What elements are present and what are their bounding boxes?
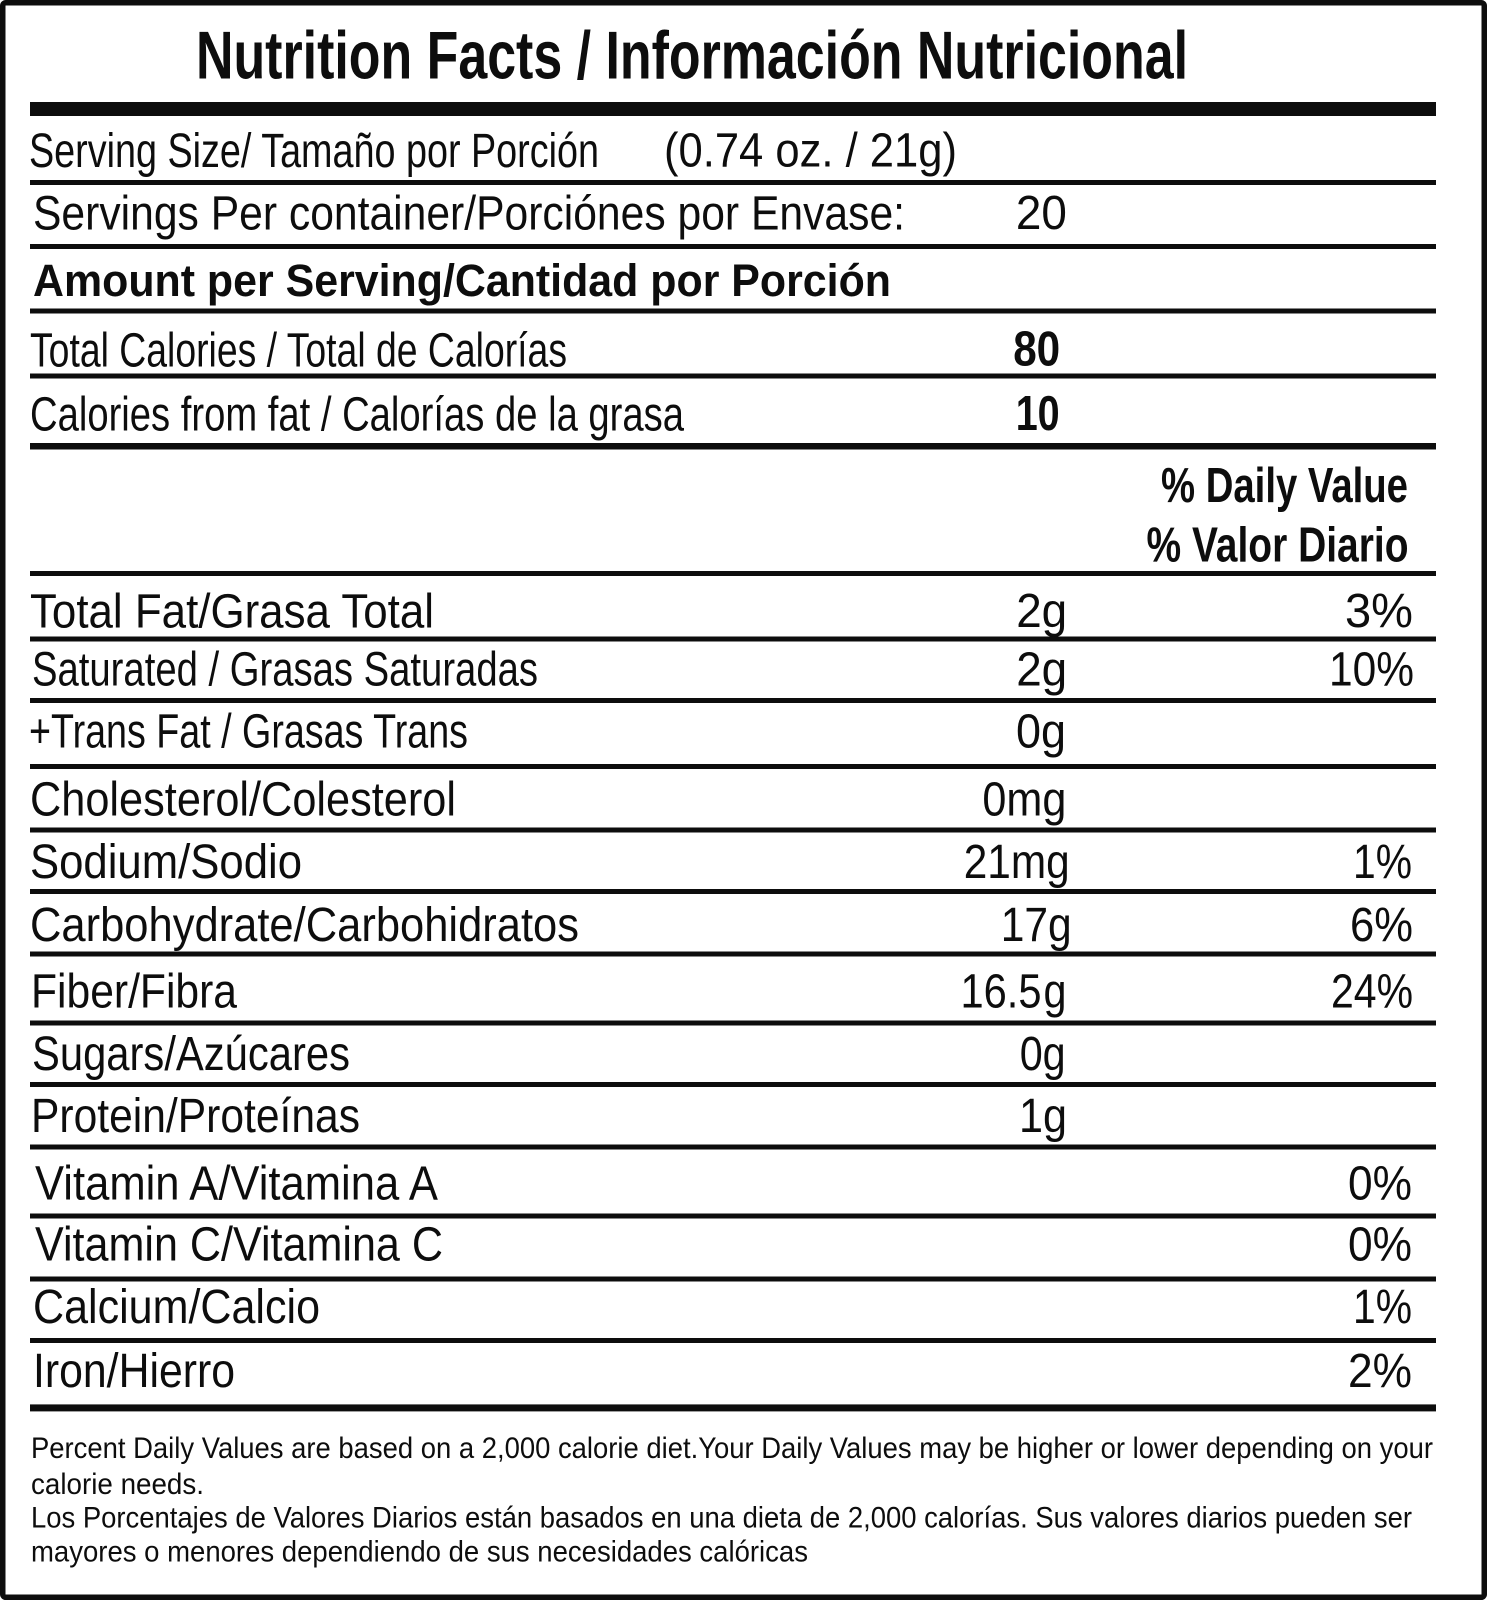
- svg-text:21mg: 21mg: [964, 835, 1070, 889]
- svg-text:Servings Per container/Porción: Servings Per container/Porciónes por Env…: [33, 186, 905, 240]
- svg-text:Vitamin A/Vitamina A: Vitamin A/Vitamina A: [35, 1156, 439, 1210]
- svg-text:Sugars/Azúcares: Sugars/Azúcares: [32, 1027, 350, 1081]
- svg-text:Protein/Proteínas: Protein/Proteínas: [31, 1089, 360, 1143]
- svg-text:10: 10: [1016, 387, 1060, 441]
- svg-text:Total Fat/Grasa Total: Total Fat/Grasa Total: [30, 584, 434, 638]
- svg-text:Calories from fat / Calorías d: Calories from fat / Calorías de la grasa: [30, 387, 684, 441]
- svg-text:Los Porcentajes de Valores Dia: Los Porcentajes de Valores Diarios están…: [31, 1502, 1412, 1535]
- svg-text:Saturated / Grasas Saturadas: Saturated / Grasas Saturadas: [32, 643, 538, 697]
- svg-text:Fiber/Fibra: Fiber/Fibra: [31, 965, 237, 1019]
- svg-text:0%: 0%: [1348, 1218, 1412, 1272]
- svg-text:(0.74 oz. / 21g): (0.74 oz. / 21g): [664, 124, 957, 178]
- svg-text:16.5: 16.5: [961, 965, 1042, 1019]
- svg-text:2g: 2g: [1016, 584, 1067, 638]
- svg-text:3%: 3%: [1345, 584, 1413, 638]
- svg-text:Cholesterol/Colesterol: Cholesterol/Colesterol: [30, 773, 456, 827]
- svg-text:Serving Size/ Tamaño por Porci: Serving Size/ Tamaño por Porción: [29, 124, 599, 178]
- svg-text:Percent Daily Values are based: Percent Daily Values are based on a 2,00…: [31, 1432, 1433, 1465]
- svg-text:% Valor Diario: % Valor Diario: [1147, 519, 1409, 573]
- svg-text:Iron/Hierro: Iron/Hierro: [33, 1344, 235, 1398]
- svg-text:0g: 0g: [1016, 705, 1066, 759]
- svg-text:1%: 1%: [1353, 1280, 1412, 1334]
- svg-text:+Trans Fat / Grasas Trans: +Trans Fat / Grasas Trans: [29, 705, 468, 759]
- svg-text:calorie needs.: calorie needs.: [31, 1468, 204, 1501]
- svg-text:2%: 2%: [1348, 1344, 1412, 1398]
- svg-text:Carbohydrate/Carbohidratos: Carbohydrate/Carbohidratos: [30, 898, 579, 952]
- svg-text:17g: 17g: [1001, 898, 1072, 952]
- svg-text:Amount per Serving/Cantidad po: Amount per Serving/Cantidad por Porción: [33, 255, 891, 306]
- svg-text:6%: 6%: [1350, 898, 1413, 952]
- svg-text:80: 80: [1013, 323, 1060, 377]
- svg-text:1%: 1%: [1353, 835, 1412, 889]
- svg-text:20: 20: [1016, 186, 1067, 240]
- svg-text:10%: 10%: [1329, 643, 1414, 697]
- svg-text:Sodium/Sodio: Sodium/Sodio: [30, 835, 302, 889]
- svg-text:0%: 0%: [1348, 1156, 1412, 1210]
- svg-text:Vitamin C/Vitamina C: Vitamin C/Vitamina C: [35, 1218, 443, 1272]
- svg-text:Nutrition Facts / Información: Nutrition Facts / Información Nutriciona…: [196, 19, 1188, 94]
- svg-text:Calcium/Calcio: Calcium/Calcio: [33, 1280, 320, 1334]
- svg-text:mayores o menores dependiendo: mayores o menores dependiendo de sus nec…: [31, 1536, 808, 1569]
- svg-text:g: g: [1044, 965, 1067, 1019]
- svg-text:0mg: 0mg: [982, 773, 1066, 827]
- svg-text:Total Calories / Total de Calo: Total Calories / Total de Calorías: [30, 323, 567, 377]
- svg-text:1g: 1g: [1019, 1089, 1067, 1143]
- svg-text:0g: 0g: [1020, 1027, 1066, 1081]
- svg-text:% Daily Value: % Daily Value: [1161, 459, 1408, 513]
- svg-text:24%: 24%: [1331, 965, 1413, 1019]
- svg-text:2g: 2g: [1016, 643, 1067, 697]
